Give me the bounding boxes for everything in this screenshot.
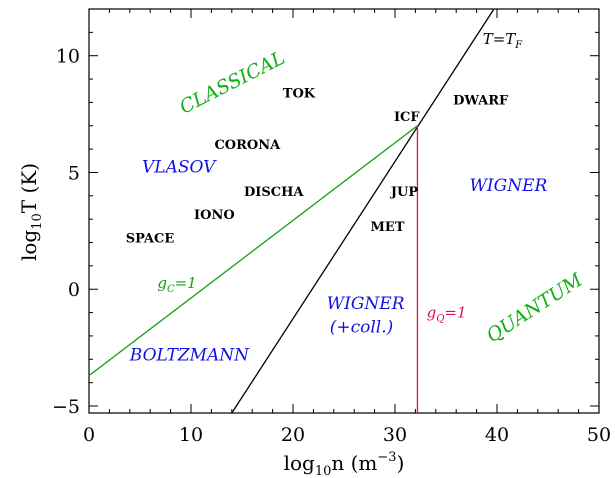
- region-label: TOK: [283, 87, 316, 102]
- region-label: (+coll.): [330, 317, 394, 337]
- region-label: BOLTZMANN: [129, 345, 250, 365]
- region-label: WIGNER: [469, 176, 547, 196]
- region-label: ICF: [394, 110, 420, 125]
- x-axis-label: log10n (m−3): [284, 450, 405, 478]
- plot-frame: [88, 8, 600, 414]
- region-label: DISCHA: [244, 185, 304, 200]
- region-label: CORONA: [214, 138, 281, 153]
- region-label: WIGNER: [327, 294, 405, 314]
- region-label: DWARF: [453, 94, 509, 109]
- curve-label-gq: gQ=1: [427, 303, 467, 324]
- x-tick-label: 50: [587, 424, 611, 446]
- y-tick-label: −5: [52, 396, 80, 418]
- series-line-classical_coupling: [88, 125, 418, 377]
- regime-label: QUANTUM: [483, 269, 587, 347]
- curve-label-gc: gC=1: [157, 274, 196, 295]
- region-label: IONO: [194, 208, 235, 223]
- x-tick-label: 20: [281, 424, 305, 446]
- y-tick-label: 0: [68, 279, 80, 301]
- y-tick-label: 5: [68, 162, 80, 184]
- x-tick-label: 30: [383, 424, 407, 446]
- y-tick-label: 10: [56, 46, 80, 68]
- series-group: [88, 8, 495, 414]
- region-label: MET: [371, 220, 405, 235]
- curve-label-tf: T=TF: [483, 30, 524, 51]
- region-label: VLASOV: [142, 157, 217, 177]
- x-tick-label: 10: [179, 424, 203, 446]
- regime-label: CLASSICAL: [176, 47, 288, 119]
- region-label: JUP: [390, 185, 418, 200]
- annotations-group: T=TF gC=1 gQ=1 TOK ICF DWARF CORONA DISCHA JUP IO…: [126, 30, 587, 365]
- x-tick-label: 40: [485, 424, 509, 446]
- x-tick-label: 0: [83, 424, 95, 446]
- region-label: SPACE: [126, 232, 175, 247]
- series-line-degeneracy: [231, 8, 495, 414]
- y-axis-label: log10T (K): [17, 163, 45, 261]
